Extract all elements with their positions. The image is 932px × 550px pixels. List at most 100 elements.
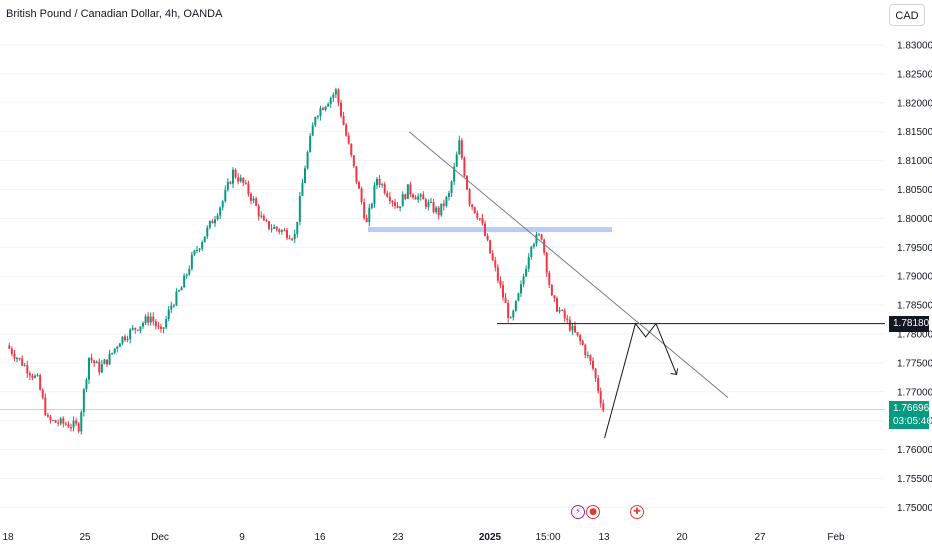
candle-body [352, 155, 355, 167]
candle-body [180, 287, 183, 291]
candle-body [350, 143, 353, 156]
candle-body [496, 267, 499, 281]
candlestick-series [8, 87, 605, 435]
candle-body [458, 140, 461, 155]
candle-body [453, 166, 456, 182]
candle-body [306, 152, 309, 169]
candle-body [77, 423, 80, 432]
candle-body [437, 207, 440, 216]
y-tick-label: 1.80000 [897, 214, 932, 225]
candle-body [57, 422, 60, 424]
candle-body [239, 177, 242, 182]
candle-body [237, 177, 240, 182]
y-tick-label: 1.76000 [897, 445, 932, 456]
x-tick-label: 15:00 [535, 532, 560, 543]
candle-body [85, 379, 88, 390]
candle-body [103, 359, 106, 365]
candle-body [21, 358, 24, 366]
candle-body [18, 358, 21, 360]
y-tick-label: 1.82000 [897, 98, 932, 109]
candle-body [121, 336, 124, 344]
x-tick-label: Feb [827, 532, 845, 543]
candle-body [129, 329, 132, 340]
candle-body [517, 293, 520, 301]
candle-body [214, 219, 216, 224]
candle-body [93, 360, 96, 364]
candle-body [548, 272, 551, 285]
candle-body [206, 227, 209, 237]
candle-body [250, 194, 252, 201]
candle-body [134, 327, 137, 330]
candle-body [337, 89, 340, 103]
chart-title: British Pound / Canadian Dollar, 4h, OAN… [6, 8, 223, 20]
candle-body [576, 332, 579, 336]
candle-body [52, 420, 54, 422]
candle-body [602, 403, 605, 411]
candle-body [28, 373, 31, 376]
candle-body [255, 198, 258, 206]
candle-body [386, 193, 389, 197]
candle-body [147, 316, 150, 323]
candle-body [332, 94, 335, 98]
y-tick-label: 1.81000 [897, 156, 932, 167]
candle-body [98, 361, 101, 373]
candle-body [368, 207, 371, 223]
candle-body [82, 389, 85, 413]
x-tick-label: 20 [676, 532, 688, 543]
candle-body [550, 284, 553, 296]
candle-body [581, 340, 584, 345]
candle-body [553, 295, 556, 299]
candle-body [23, 365, 26, 367]
candle-body [188, 268, 191, 275]
uk-flag-icon[interactable]: ✚ [630, 505, 644, 519]
candle-body [383, 184, 386, 194]
support-zone [368, 227, 612, 233]
candle-body [502, 285, 504, 298]
candle-body [424, 199, 427, 207]
price-axis[interactable]: 1.83000 1.82500 1.82000 1.81500 1.81000 1.805… [897, 41, 932, 514]
candle-body [499, 280, 502, 286]
time-axis[interactable]: 18 25 Dec 9 16 23 2025 15:00 13 20 27 Feb [2, 532, 845, 543]
candle-body [365, 218, 368, 223]
candle-body [67, 424, 70, 428]
candle-body [44, 397, 47, 415]
candle-body [391, 201, 394, 203]
candle-body [293, 233, 296, 240]
candle-body [265, 220, 268, 222]
candle-body [376, 178, 378, 186]
canada-flag-icon[interactable]: ● [586, 505, 600, 519]
candle-body [522, 276, 525, 285]
lightning-icon[interactable]: ⚡ [571, 505, 585, 519]
candle-body [378, 178, 381, 185]
candle-body [64, 423, 67, 425]
candle-body [136, 329, 139, 331]
candle-body [72, 420, 75, 428]
candle-body [126, 339, 129, 341]
chart-grid [0, 44, 885, 508]
chart-drawings [0, 131, 885, 439]
currency-button[interactable]: CAD [889, 4, 925, 26]
candle-body [574, 325, 576, 333]
candle-body [558, 310, 561, 312]
candle-body [494, 260, 497, 268]
candle-body [589, 354, 592, 361]
candle-body [273, 226, 276, 229]
candle-body [460, 140, 463, 159]
candle-body [232, 169, 234, 184]
candle-body [347, 135, 350, 144]
candle-body [509, 317, 512, 319]
y-tick-label: 1.83000 [897, 41, 932, 52]
candle-body [80, 412, 83, 432]
candle-body [355, 166, 358, 183]
candle-body [417, 196, 420, 200]
y-tick-label: 1.75500 [897, 474, 932, 485]
candle-body [540, 234, 543, 240]
y-tick-label: 1.78500 [897, 301, 932, 312]
candle-body [535, 234, 538, 245]
candle-body [34, 375, 36, 378]
candle-body [278, 229, 281, 232]
candle-body [291, 238, 294, 240]
y-tick-label: 1.78000 [897, 330, 932, 341]
candle-body [193, 250, 196, 255]
